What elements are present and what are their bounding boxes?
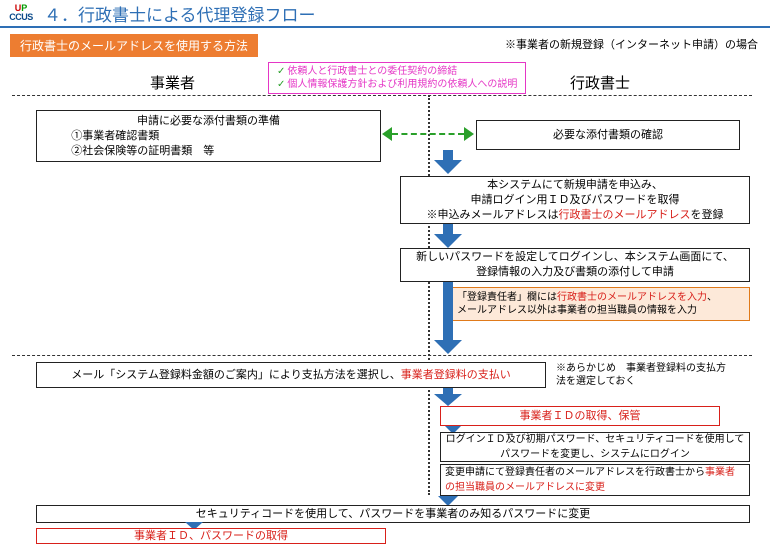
box-payment: メール「システム登録料金額のご案内」により支払方法を選択し、事業者登録料の支払い	[36, 362, 546, 388]
box-change-mail: 変更申請にて登録責任者のメールアドレスを行政書士から事業者 の担当職員のメールア…	[440, 464, 750, 496]
col-header-operator: 事業者	[150, 72, 195, 93]
text: ①事業者確認書類	[71, 130, 159, 142]
arrow-down-icon	[434, 340, 462, 354]
text: セキュリティコードを使用して、パスワードを事業者のみ知るパスワードに変更	[196, 507, 590, 522]
box-apply: 本システムにて新規申請を申込み、 申請ログイン用ＩＤ及びパスワードを取得 ※申込…	[400, 176, 750, 224]
text: 登録情報の入力及び書類の添付して申請	[476, 265, 674, 280]
arrow-down-icon	[443, 282, 453, 340]
text: ログインＩＤ及び初期パスワード、セキュリティコードを使用して	[446, 432, 745, 447]
magenta-note: ✓依頼人と行政書士との委任契約の締結 ✓個人情報保護方針および利用規約の依頼人へ…	[268, 62, 526, 94]
page-title: ４．行政書士による代理登録フロー	[44, 1, 316, 26]
scope-note: ※事業者の新規登録（インターネット申請）の場合	[505, 36, 758, 52]
box-confirm-docs: 必要な添付書類の確認	[476, 120, 740, 150]
check-icon: ✓	[277, 79, 285, 90]
text: メールアドレス以外は事業者の担当職員の情報を入力	[457, 304, 743, 317]
arrow-down-icon	[434, 234, 462, 248]
text: 申請に必要な添付書類の準備	[137, 114, 280, 129]
col-header-gyoseishoshi: 行政書士	[570, 72, 630, 93]
arrow-down-icon	[443, 224, 453, 234]
dashed-divider-top	[12, 95, 752, 96]
check-icon: ✓	[277, 66, 285, 77]
text: 新しいパスワードを設定してログインし、本システム画面にて、	[416, 250, 734, 265]
arrow-down-icon	[434, 160, 462, 174]
text: の担当職員のメールアドレスに変更	[445, 480, 605, 495]
center-divider	[428, 95, 430, 495]
text: 本システムにて新規申請を申込み、	[487, 178, 663, 193]
payment-note: ※あらかじめ 事業者登録料の支払方 法を選定しておく	[556, 362, 756, 388]
text: メール「システム登録料金額のご案内」により支払方法を選択し、事業者登録料の支払い	[71, 368, 510, 383]
box-security-password: セキュリティコードを使用して、パスワードを事業者のみ知るパスワードに変更	[36, 505, 750, 523]
text: 「登録責任者」欄には行政書士のメールアドレスを入力、	[457, 291, 743, 304]
dashed-divider-mid	[12, 355, 752, 356]
arrow-down-icon	[443, 150, 453, 160]
text: ※申込みメールアドレスは行政書士のメールアドレスを登録	[427, 208, 724, 223]
arrow-down-icon	[434, 394, 462, 406]
bidirectional-arrow	[382, 127, 474, 141]
box-prepare-docs: 申請に必要な添付書類の準備 ①事業者確認書類 ②社会保険等の証明書類 等	[36, 110, 381, 162]
box-login: ログインＩＤ及び初期パスワード、セキュリティコードを使用して パスワードを変更し…	[440, 432, 750, 462]
text: パスワードを変更し、システムにログイン	[500, 447, 690, 462]
box-new-password: 新しいパスワードを設定してログインし、本システム画面にて、 登録情報の入力及び書…	[400, 248, 750, 282]
text: 変更申請にて登録責任者のメールアドレスを行政書士から事業者	[445, 465, 735, 480]
topbar: UP CCUS ４．行政書士による代理登録フロー	[0, 0, 770, 28]
method-pill: 行政書士のメールアドレスを使用する方法	[10, 34, 258, 57]
text: 必要な添付書類の確認	[553, 128, 663, 143]
text: 事業者ＩＤ、パスワードの取得	[134, 529, 288, 544]
text: 申請ログイン用ＩＤ及びパスワードを取得	[471, 193, 680, 208]
ccus-logo: UP CCUS	[6, 2, 36, 24]
box-get-id: 事業者ＩＤの取得、保管	[440, 406, 720, 426]
text: ②社会保険等の証明書類 等	[71, 145, 214, 157]
text: 事業者ＩＤの取得、保管	[520, 409, 641, 424]
orange-callout: 「登録責任者」欄には行政書士のメールアドレスを入力、 メールアドレス以外は事業者…	[450, 287, 750, 321]
